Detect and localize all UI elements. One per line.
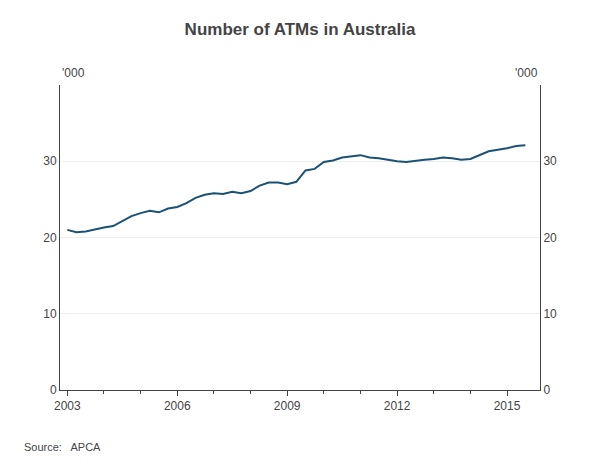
svg-text:20: 20 [43, 231, 57, 245]
svg-text:30: 30 [43, 154, 57, 168]
svg-text:0: 0 [50, 383, 57, 397]
svg-text:2012: 2012 [384, 399, 411, 413]
svg-text:Number of ATMs in Australia: Number of ATMs in Australia [185, 20, 416, 39]
svg-text:'000: '000 [62, 66, 85, 80]
svg-text:2003: 2003 [54, 399, 81, 413]
svg-text:2009: 2009 [274, 399, 301, 413]
svg-text:2006: 2006 [164, 399, 191, 413]
svg-text:0: 0 [543, 383, 550, 397]
svg-text:20: 20 [543, 231, 557, 245]
svg-text:10: 10 [43, 307, 57, 321]
svg-text:Source: APCA: Source: APCA [24, 441, 101, 453]
svg-text:'000: '000 [515, 66, 538, 80]
svg-text:30: 30 [543, 154, 557, 168]
svg-text:2015: 2015 [494, 399, 521, 413]
svg-text:10: 10 [543, 307, 557, 321]
